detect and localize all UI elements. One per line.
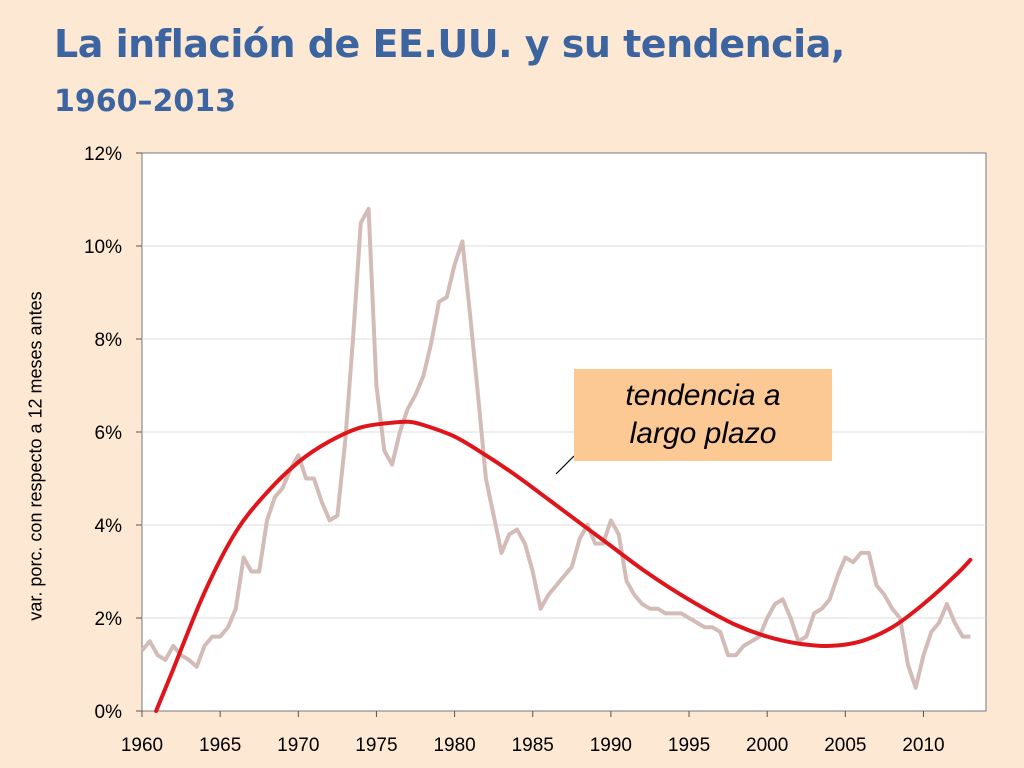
y-axis: 0% 2% 4% 6% 8% 10% 12% — [84, 144, 142, 723]
x-tick-label: 1990 — [590, 735, 632, 756]
x-tick-label: 1980 — [433, 735, 475, 756]
y-tick-label: 8% — [95, 330, 123, 351]
series-inflation-line — [140, 206, 971, 690]
x-tick-label: 2005 — [824, 735, 866, 756]
x-tick-label: 1970 — [277, 735, 319, 756]
series-trend-line — [154, 419, 973, 713]
x-tick-label: 1985 — [512, 735, 554, 756]
y-axis-label: var. porc. con respecto a 12 meses antes — [25, 291, 46, 621]
x-tick-label: 1965 — [199, 735, 241, 756]
x-tick-label: 1975 — [355, 735, 397, 756]
x-tick-label: 2010 — [902, 735, 944, 756]
y-tick-label: 2% — [95, 609, 123, 630]
trend-callout: tendencia a largo plazo — [574, 369, 832, 461]
y-tick-label: 0% — [95, 702, 123, 723]
x-tick-label: 1995 — [668, 735, 710, 756]
gridlines — [142, 245, 986, 619]
y-tick-label: 6% — [95, 423, 123, 444]
slide-title: La inflación de EE.UU. y su tendencia, — [54, 22, 845, 66]
x-tick-label: 2000 — [746, 735, 788, 756]
callout-line2: largo plazo — [629, 417, 777, 450]
y-tick-label: 12% — [84, 144, 122, 165]
x-tick-label: 1960 — [121, 735, 163, 756]
callout-pointer — [555, 455, 575, 475]
y-tick-label: 4% — [95, 516, 123, 537]
y-tick-label: 10% — [84, 237, 122, 258]
callout-line1: tendencia a — [625, 379, 781, 412]
x-axis: 1960 1965 1970 1975 1980 1985 1990 1995 2000 2005… — [121, 711, 945, 756]
slide-subtitle: 1960–2013 — [54, 84, 236, 119]
